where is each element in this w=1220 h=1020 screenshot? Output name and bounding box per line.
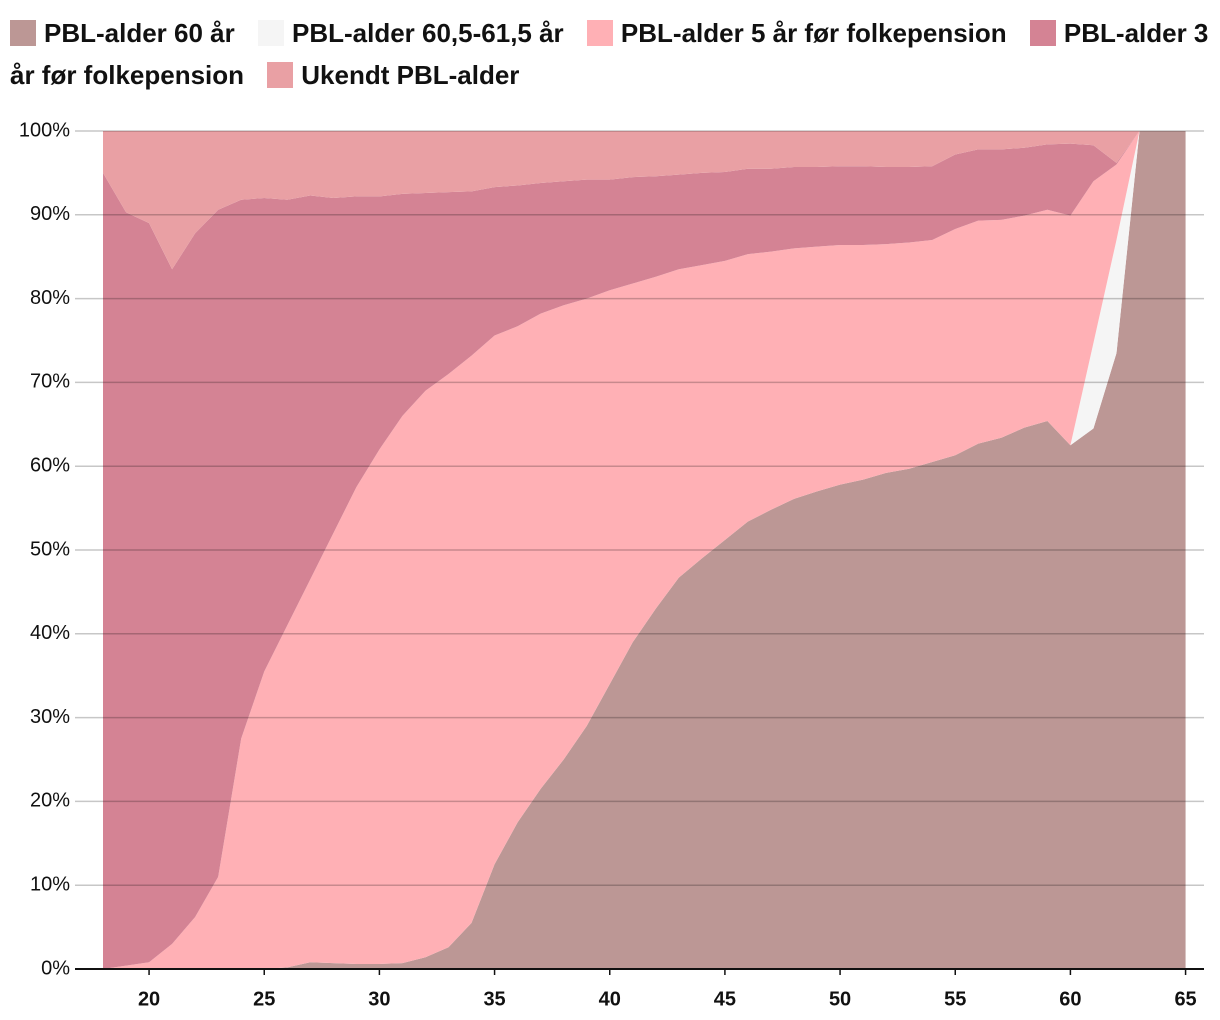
y-tick-label: 70% (30, 371, 70, 393)
y-tick-label: 90% (30, 203, 70, 225)
y-tick-label: 80% (30, 287, 70, 309)
legend-label: PBL-alder 60,5-61,5 år (291, 18, 564, 48)
legend-label: PBL-alder 60 år (44, 18, 235, 48)
legend: PBL-alder 60 år PBL-alder 60,5-61,5 år P… (10, 12, 1215, 96)
x-tick-label: 35 (483, 988, 505, 1010)
legend-swatch (586, 20, 613, 46)
y-tick-label: 10% (30, 873, 70, 895)
legend-swatch (1029, 20, 1056, 46)
x-tick-label: 45 (714, 988, 736, 1010)
y-tick-label: 60% (30, 454, 70, 476)
x-tick-label: 60 (1059, 988, 1081, 1010)
legend-label: PBL-alder 5 år før folkepension (620, 18, 1007, 48)
x-tick-label: 25 (253, 988, 275, 1010)
x-tick-label: 20 (138, 988, 160, 1010)
legend-item: PBL-alder 60 år (10, 18, 235, 48)
y-tick-label: 30% (30, 706, 70, 728)
y-tick-label: 50% (30, 538, 70, 560)
y-tick-label: 0% (41, 957, 70, 979)
legend-swatch (267, 62, 294, 88)
x-tick-label: 40 (599, 988, 621, 1010)
legend-item: Ukendt PBL-alder (267, 60, 519, 90)
x-tick-label: 55 (944, 988, 966, 1010)
x-tick-label: 65 (1174, 988, 1196, 1010)
legend-item: PBL-alder 3 år før folkepension (10, 18, 1208, 90)
area (103, 131, 1186, 969)
legend-swatch (257, 20, 284, 46)
area (103, 131, 1186, 270)
legend-label: PBL-alder 3 år før folkepension (10, 18, 1209, 90)
area (103, 131, 1186, 969)
legend-label: Ukendt PBL-alder (301, 60, 520, 90)
y-tick-label: 40% (30, 622, 70, 644)
y-tick-label: 20% (30, 790, 70, 812)
x-tick-label: 50 (829, 988, 851, 1010)
x-tick-label: 30 (368, 988, 390, 1010)
area (103, 131, 1186, 969)
legend-item: PBL-alder 5 år før folkepension (586, 18, 1007, 48)
legend-swatch (10, 20, 36, 46)
legend-item: PBL-alder 60,5-61,5 år (257, 18, 564, 48)
y-tick-label: 100% (19, 119, 70, 141)
